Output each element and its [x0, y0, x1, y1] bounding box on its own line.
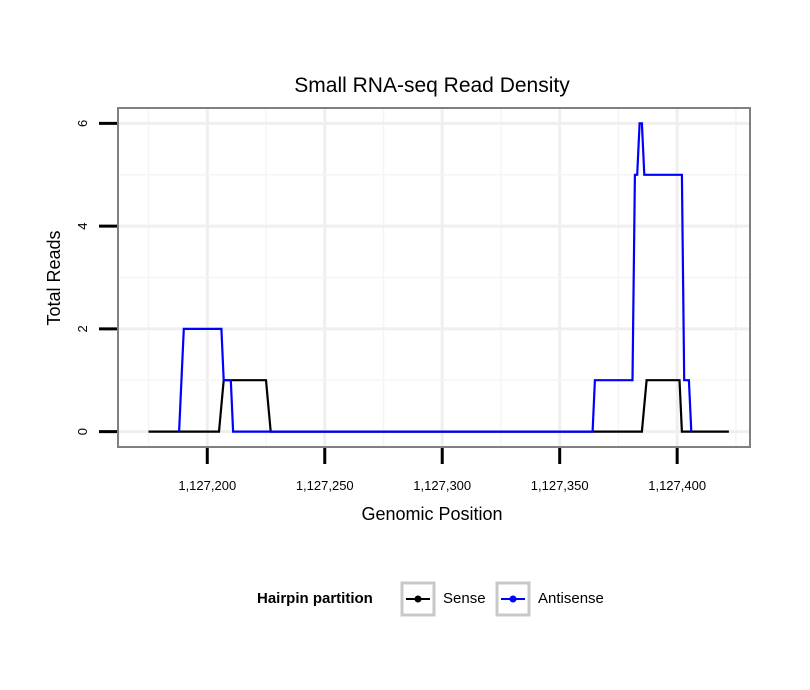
legend-label: Antisense — [538, 590, 604, 607]
legend-key-point — [509, 595, 517, 603]
legend-item-sense: Sense — [400, 581, 486, 617]
chart-title: Small RNA-seq Read Density — [294, 74, 570, 97]
series-line-antisense — [178, 122, 693, 433]
x-axis-label: Genomic Position — [361, 504, 502, 524]
x-tick-label: 1,127,350 — [531, 478, 589, 493]
x-tick-label: 1,127,400 — [648, 478, 706, 493]
y-tick-label: 2 — [75, 325, 90, 332]
y-tick-label: 0 — [75, 428, 90, 435]
x-tick-label: 1,127,200 — [178, 478, 236, 493]
legend-title: Hairpin partition — [257, 590, 373, 607]
y-tick-label: 4 — [75, 223, 90, 230]
x-tick-label: 1,127,300 — [413, 478, 471, 493]
legend-key-point — [414, 595, 422, 603]
legend-label: Sense — [443, 590, 486, 607]
legend: Hairpin partition Sense Antisense — [257, 581, 604, 617]
y-axis: 0 2 4 6 — [75, 120, 117, 435]
plot-panel-border — [117, 107, 751, 448]
legend-item-antisense: Antisense — [495, 581, 604, 617]
y-axis-label: Total Reads — [44, 230, 64, 325]
y-tick-label: 6 — [75, 120, 90, 127]
x-tick-label: 1,127,250 — [296, 478, 354, 493]
x-axis: 1,127,200 1,127,250 1,127,300 1,127,350 1,12… — [178, 448, 706, 493]
series-lines — [148, 122, 729, 433]
